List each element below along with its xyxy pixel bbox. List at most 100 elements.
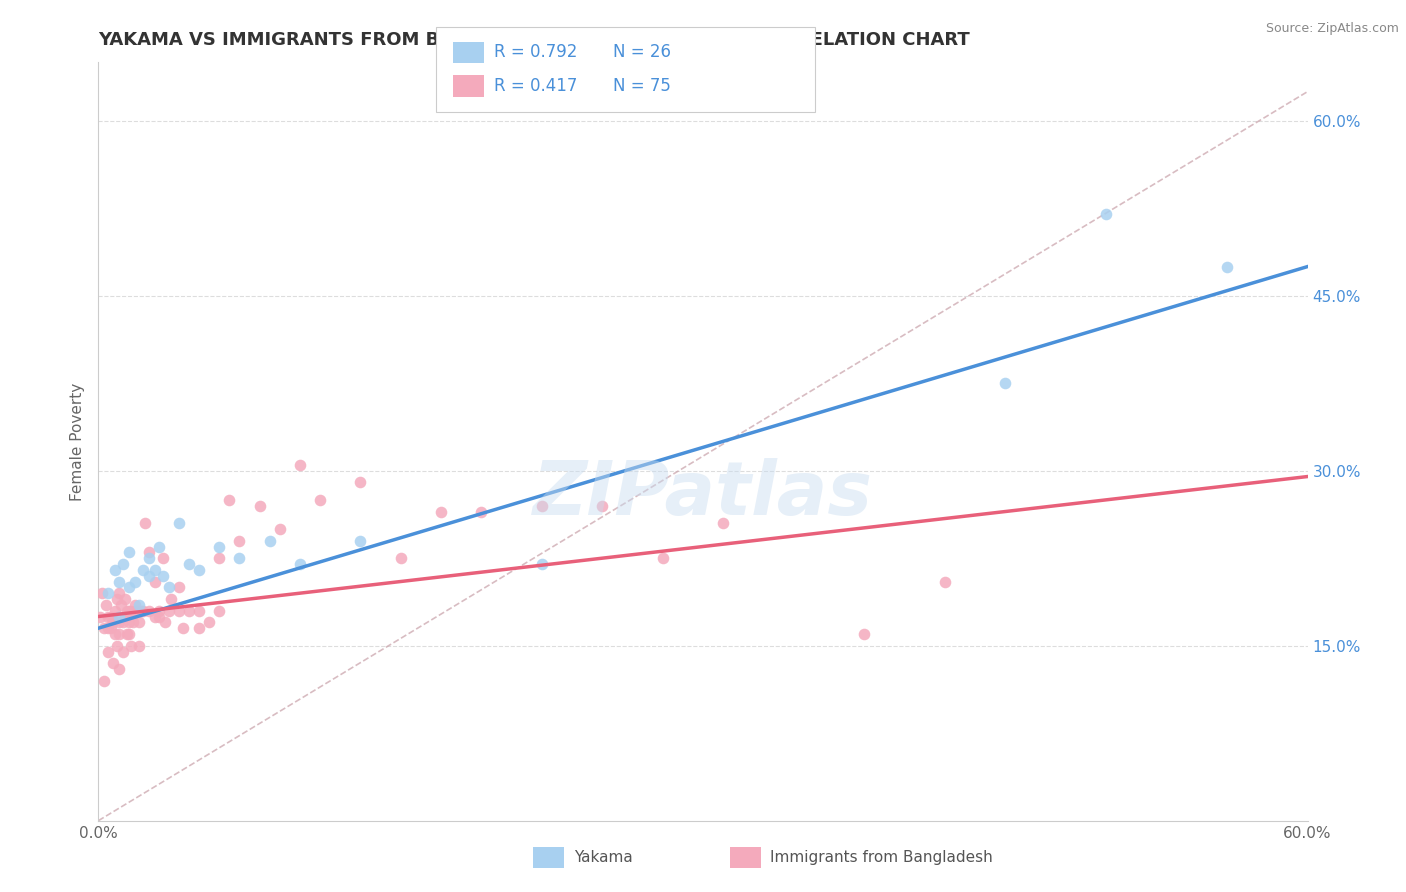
Text: YAKAMA VS IMMIGRANTS FROM BANGLADESH FEMALE POVERTY CORRELATION CHART: YAKAMA VS IMMIGRANTS FROM BANGLADESH FEM… xyxy=(98,31,970,49)
Point xyxy=(115,627,138,641)
Point xyxy=(111,557,134,571)
Point xyxy=(114,592,136,607)
Point xyxy=(591,499,613,513)
Point xyxy=(124,574,146,589)
Point xyxy=(138,551,160,566)
Text: Yakama: Yakama xyxy=(574,850,633,864)
Point xyxy=(853,627,876,641)
Point xyxy=(118,580,141,594)
Point xyxy=(138,604,160,618)
Point xyxy=(107,609,129,624)
Point xyxy=(103,627,125,641)
Point xyxy=(138,568,160,582)
Point xyxy=(93,673,115,688)
Point xyxy=(129,604,152,618)
Point xyxy=(103,563,125,577)
Point xyxy=(188,621,211,635)
Point xyxy=(143,563,166,577)
Point xyxy=(152,551,174,566)
Point xyxy=(167,580,190,594)
Point xyxy=(97,644,120,658)
Point xyxy=(152,568,174,582)
Point xyxy=(100,609,122,624)
Point xyxy=(167,516,190,531)
Point xyxy=(118,545,141,559)
Point xyxy=(115,604,138,618)
Point xyxy=(179,604,201,618)
Point xyxy=(1095,207,1118,221)
Point xyxy=(288,557,311,571)
Point xyxy=(153,615,176,630)
Point xyxy=(651,551,673,566)
Y-axis label: Female Poverty: Female Poverty xyxy=(69,383,84,500)
Point xyxy=(100,621,122,635)
Point xyxy=(120,639,142,653)
Point xyxy=(470,504,492,518)
Point xyxy=(97,609,120,624)
Point xyxy=(148,609,170,624)
Text: R = 0.792: R = 0.792 xyxy=(494,44,576,62)
Point xyxy=(111,644,134,658)
Point xyxy=(172,621,194,635)
Point xyxy=(89,609,111,624)
Point xyxy=(96,598,118,612)
Point xyxy=(148,604,170,618)
Text: Immigrants from Bangladesh: Immigrants from Bangladesh xyxy=(770,850,993,864)
Point xyxy=(128,615,150,630)
Point xyxy=(105,592,128,607)
Point xyxy=(309,492,332,507)
Point xyxy=(114,609,136,624)
Point xyxy=(107,574,129,589)
Point xyxy=(103,604,125,618)
Point xyxy=(349,475,371,490)
Point xyxy=(711,516,734,531)
Point xyxy=(125,604,148,618)
Point xyxy=(138,545,160,559)
Text: N = 26: N = 26 xyxy=(613,44,671,62)
Point xyxy=(228,533,250,548)
Point xyxy=(118,604,141,618)
Point xyxy=(1216,260,1239,274)
Point xyxy=(208,604,231,618)
Point xyxy=(97,586,120,600)
Point xyxy=(530,557,553,571)
Point xyxy=(120,604,142,618)
Point xyxy=(105,639,128,653)
Point xyxy=(110,598,132,612)
Point xyxy=(128,639,150,653)
Point xyxy=(101,615,124,630)
Text: Source: ZipAtlas.com: Source: ZipAtlas.com xyxy=(1265,22,1399,36)
Point xyxy=(107,586,129,600)
Point xyxy=(188,604,211,618)
Point xyxy=(179,557,201,571)
Point xyxy=(118,627,141,641)
Point xyxy=(91,586,114,600)
Point xyxy=(128,598,150,612)
Point xyxy=(124,598,146,612)
Point xyxy=(93,621,115,635)
Point xyxy=(107,662,129,676)
Point xyxy=(118,615,141,630)
Point xyxy=(228,551,250,566)
Point xyxy=(389,551,412,566)
Point xyxy=(97,621,120,635)
Point xyxy=(208,551,231,566)
Point xyxy=(994,376,1017,391)
Point xyxy=(134,516,156,531)
Point xyxy=(132,563,155,577)
Point xyxy=(157,580,180,594)
Point xyxy=(121,615,143,630)
Point xyxy=(259,533,281,548)
Point xyxy=(934,574,956,589)
Point xyxy=(198,615,221,630)
Text: N = 75: N = 75 xyxy=(613,77,671,95)
Point xyxy=(111,615,134,630)
Point xyxy=(132,604,155,618)
Text: R = 0.417: R = 0.417 xyxy=(494,77,576,95)
Point xyxy=(160,592,183,607)
Point xyxy=(349,533,371,548)
Point xyxy=(218,492,240,507)
Point xyxy=(148,540,170,554)
Point xyxy=(143,609,166,624)
Point xyxy=(430,504,453,518)
